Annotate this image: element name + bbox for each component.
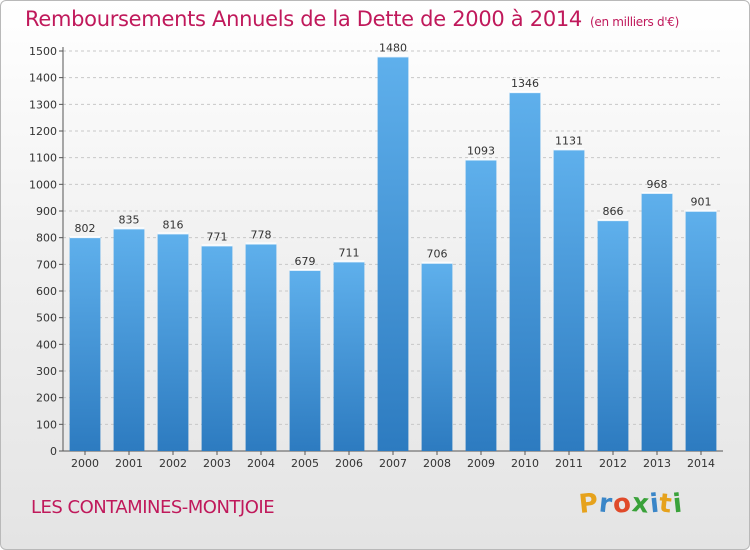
y-tick-label: 400 bbox=[36, 338, 57, 351]
bar-value-label: 679 bbox=[295, 255, 316, 268]
y-tick-label: 500 bbox=[36, 312, 57, 325]
y-tick-label: 900 bbox=[36, 205, 57, 218]
x-tick-label: 2002 bbox=[159, 457, 187, 470]
x-tick-label: 2013 bbox=[643, 457, 671, 470]
y-tick-label: 1500 bbox=[29, 45, 57, 58]
x-tick-label: 2001 bbox=[115, 457, 143, 470]
logo-letter: i bbox=[671, 488, 685, 520]
bar-value-label: 1093 bbox=[467, 145, 495, 158]
x-tick-label: 2009 bbox=[467, 457, 495, 470]
bar bbox=[685, 210, 717, 451]
commune-name: LES CONTAMINES-MONTJOIE bbox=[31, 497, 275, 518]
bar-value-label: 866 bbox=[603, 205, 624, 218]
y-tick-label: 300 bbox=[36, 365, 57, 378]
x-tick-label: 2008 bbox=[423, 457, 451, 470]
bar bbox=[157, 233, 189, 451]
bar-value-label: 802 bbox=[75, 222, 96, 235]
x-tick-label: 2014 bbox=[687, 457, 715, 470]
y-tick-label: 0 bbox=[50, 445, 57, 458]
bar-value-label: 1346 bbox=[511, 77, 539, 90]
proxiti-logo: Proxiti bbox=[577, 488, 685, 520]
y-tick-label: 1400 bbox=[29, 72, 57, 85]
y-tick-label: 200 bbox=[36, 392, 57, 405]
y-tick-label: 1200 bbox=[29, 125, 57, 138]
bar bbox=[245, 243, 277, 451]
bar-value-label: 711 bbox=[339, 246, 360, 259]
y-tick-label: 1100 bbox=[29, 152, 57, 165]
bar-value-label: 706 bbox=[427, 248, 448, 261]
x-tick-label: 2010 bbox=[511, 457, 539, 470]
x-tick-label: 2012 bbox=[599, 457, 627, 470]
bar-value-label: 835 bbox=[119, 213, 140, 226]
bar-value-label: 771 bbox=[207, 230, 228, 243]
y-tick-label: 800 bbox=[36, 232, 57, 245]
bar bbox=[113, 228, 145, 451]
chart-title: Remboursements Annuels de la Dette de 20… bbox=[25, 7, 679, 31]
bar bbox=[377, 56, 409, 451]
bar bbox=[421, 262, 453, 451]
chart-unit: (en milliers d'€) bbox=[590, 15, 680, 29]
bar-value-label: 816 bbox=[163, 218, 184, 231]
bar bbox=[333, 261, 365, 451]
bar-value-label: 901 bbox=[691, 196, 712, 209]
bar-value-label: 1480 bbox=[379, 41, 407, 54]
x-tick-label: 2000 bbox=[71, 457, 99, 470]
y-tick-label: 700 bbox=[36, 258, 57, 271]
bar bbox=[509, 92, 541, 452]
bar bbox=[641, 192, 673, 451]
bar-value-label: 778 bbox=[251, 229, 272, 242]
bar bbox=[289, 269, 321, 451]
y-tick-label: 600 bbox=[36, 285, 57, 298]
bar bbox=[465, 159, 497, 452]
x-tick-label: 2007 bbox=[379, 457, 407, 470]
chart-title-text: Remboursements Annuels de la Dette de 20… bbox=[25, 7, 582, 31]
bar-value-label: 968 bbox=[647, 178, 668, 191]
bar bbox=[201, 245, 233, 451]
bar-value-label: 1131 bbox=[555, 134, 583, 147]
x-tick-label: 2011 bbox=[555, 457, 583, 470]
bar bbox=[597, 220, 629, 451]
y-tick-label: 1000 bbox=[29, 178, 57, 191]
bar bbox=[553, 149, 585, 451]
x-tick-label: 2005 bbox=[291, 457, 319, 470]
bar bbox=[69, 237, 101, 451]
x-tick-label: 2004 bbox=[247, 457, 275, 470]
y-tick-label: 100 bbox=[36, 418, 57, 431]
x-tick-label: 2003 bbox=[203, 457, 231, 470]
x-tick-label: 2006 bbox=[335, 457, 363, 470]
y-tick-label: 1300 bbox=[29, 98, 57, 111]
